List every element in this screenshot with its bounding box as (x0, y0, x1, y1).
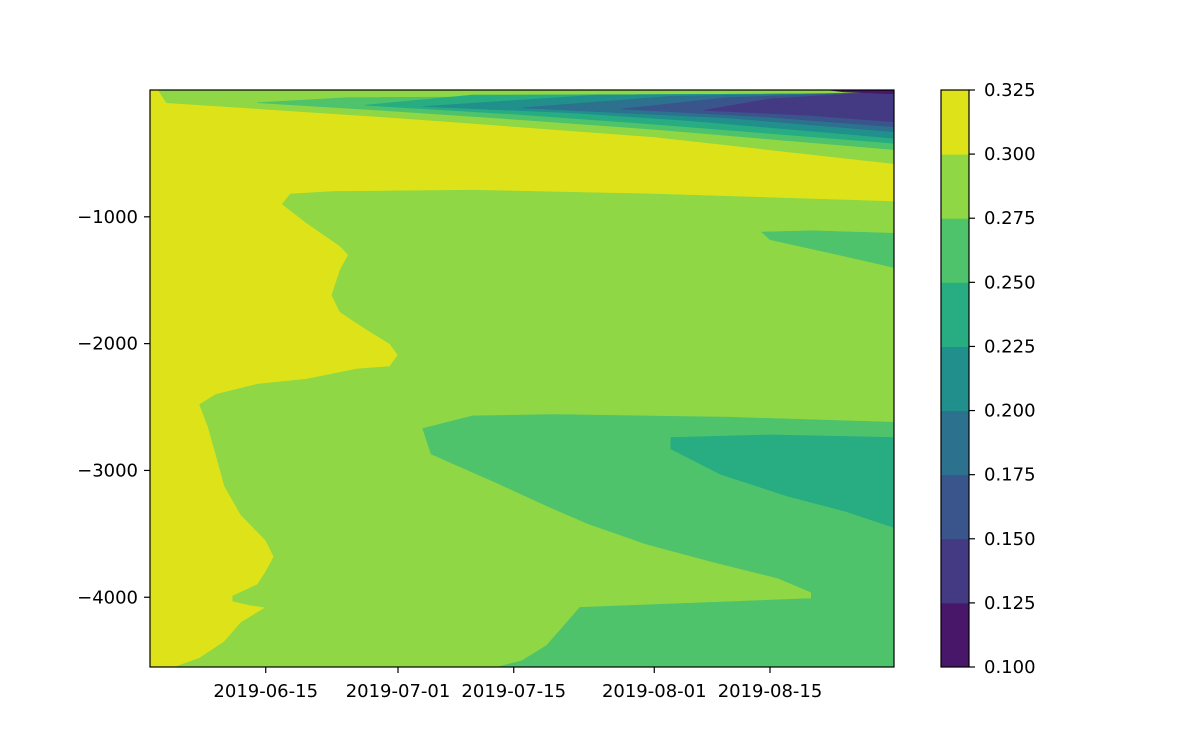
x-tick-label: 2019-08-15 (718, 681, 823, 702)
contour-band-1-region-11 (703, 91, 894, 122)
colorbar-tick-label: 0.125 (984, 593, 1036, 614)
contour-band-5-region-3 (670, 434, 894, 528)
contour-band-6-region-4 (761, 230, 894, 268)
colorbar-tick-label: 0.300 (984, 144, 1036, 165)
colorbar-tick-label: 0.250 (984, 272, 1036, 293)
colorbar-band-0 (941, 602, 969, 668)
colorbar-axis: 0.100 0.125 0.150 0.175 0.200 0.225 0.250 0.275… (969, 80, 1036, 678)
colorbar (941, 90, 969, 668)
colorbar-band-2 (941, 474, 969, 540)
colorbar-tick-label: 0.225 (984, 336, 1036, 357)
x-tick-label: 2019-07-01 (346, 681, 451, 702)
y-axis: −1000 −2000 −3000 −4000 (77, 207, 150, 608)
x-tick-label: 2019-08-01 (602, 681, 707, 702)
colorbar-band-7 (941, 154, 969, 219)
x-tick-label: 2019-06-15 (213, 681, 318, 702)
colorbar-band-3 (941, 410, 969, 476)
colorbar-band-1 (941, 538, 969, 604)
y-tick-label: −4000 (77, 587, 138, 608)
contour-plot-area (150, 90, 894, 667)
y-tick-label: −3000 (77, 460, 138, 481)
x-tick-label: 2019-07-15 (461, 681, 566, 702)
colorbar-tick-label: 0.200 (984, 401, 1036, 422)
colorbar-band-6 (941, 218, 969, 283)
colorbar-frame (940, 89, 970, 668)
plot-frame (149, 89, 895, 668)
y-tick-label: −1000 (77, 207, 138, 228)
colorbar-tick-label: 0.325 (984, 80, 1036, 101)
colorbar-band-8 (941, 90, 969, 155)
colorbar-band-4 (941, 346, 969, 412)
colorbar-tick-label: 0.175 (984, 465, 1036, 486)
colorbar-band-5 (941, 282, 969, 347)
contour-band-0-region-12 (827, 90, 894, 95)
x-axis: 2019-06-15 2019-07-01 2019-07-15 2019-08-01… (213, 667, 822, 702)
colorbar-tick-label: 0.150 (984, 529, 1036, 550)
colorbar-tick-label: 0.275 (984, 208, 1036, 229)
y-tick-label: −2000 (77, 334, 138, 355)
colorbar-tick-label: 0.100 (984, 657, 1036, 678)
